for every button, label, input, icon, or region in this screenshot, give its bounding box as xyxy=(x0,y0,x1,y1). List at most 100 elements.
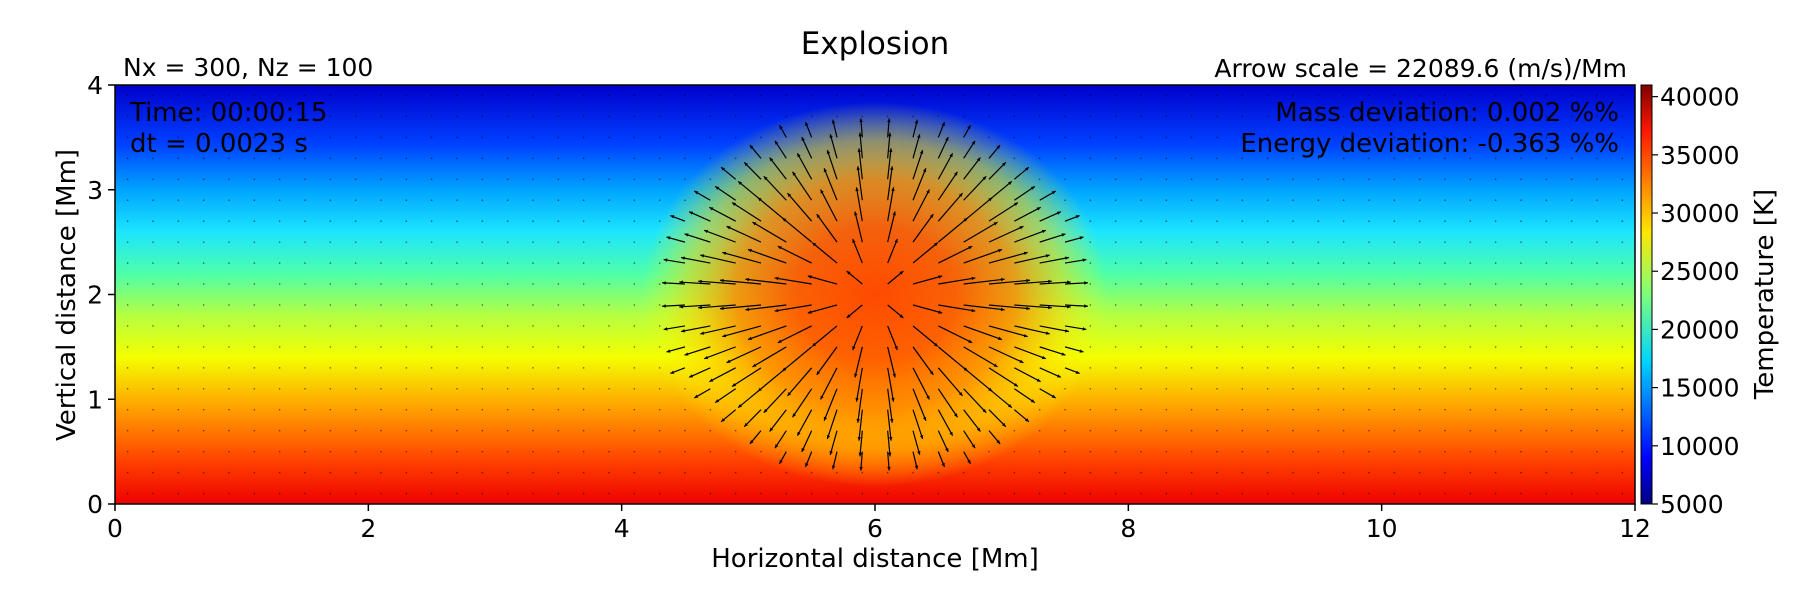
velocity-dot xyxy=(1545,115,1548,118)
velocity-dot xyxy=(253,178,256,181)
velocity-arrow-head xyxy=(1013,383,1018,387)
velocity-dot xyxy=(1241,346,1244,348)
velocity-dot xyxy=(836,471,838,474)
velocity-dot xyxy=(380,429,382,432)
velocity-dot xyxy=(430,115,433,118)
velocity-dot xyxy=(1241,94,1244,97)
velocity-dot xyxy=(1190,408,1193,411)
velocity-dot xyxy=(177,94,180,97)
velocity-dot xyxy=(405,367,408,369)
velocity-dot xyxy=(1494,387,1497,390)
velocity-arrow-head xyxy=(1030,399,1035,403)
velocity-arrow-head xyxy=(852,238,856,243)
velocity-dot xyxy=(228,136,230,139)
velocity-arrow-head xyxy=(779,125,783,130)
velocity-arrow-head xyxy=(757,197,762,202)
velocity-arrow-head xyxy=(738,404,743,408)
velocity-arrow-head xyxy=(929,214,934,219)
velocity-arrow-head xyxy=(829,450,833,455)
velocity-arrow xyxy=(782,217,813,243)
velocity-dot xyxy=(354,325,357,327)
velocity-arrow-head xyxy=(857,148,862,153)
velocity-arrow-head xyxy=(899,271,904,275)
velocity-dot xyxy=(1621,220,1624,222)
velocity-dot xyxy=(1418,262,1421,264)
velocity-arrow xyxy=(792,388,813,418)
velocity-arrow xyxy=(688,367,711,378)
velocity-dot xyxy=(582,450,585,453)
velocity-dot xyxy=(861,471,864,474)
velocity-dot xyxy=(253,325,256,327)
velocity-dot xyxy=(1444,450,1446,453)
velocity-arrow-head xyxy=(1036,207,1041,211)
velocity-dot xyxy=(658,346,661,348)
velocity-arrow xyxy=(938,277,976,285)
velocity-arrow-head xyxy=(816,370,821,375)
velocity-arrow xyxy=(887,148,892,180)
velocity-dot xyxy=(1140,304,1142,306)
velocity-dot xyxy=(1494,115,1497,118)
velocity-dot xyxy=(1114,492,1117,495)
velocity-dot xyxy=(481,115,484,118)
velocity-dot xyxy=(608,262,610,264)
velocity-dot xyxy=(1520,471,1522,474)
velocity-dot xyxy=(734,136,737,139)
velocity-arrow xyxy=(757,367,787,392)
velocity-dot xyxy=(481,346,484,348)
velocity-dot xyxy=(177,199,180,202)
velocity-dot xyxy=(1342,408,1345,411)
velocity-dot xyxy=(557,157,560,160)
velocity-dot xyxy=(937,115,940,118)
velocity-dot xyxy=(1570,199,1573,202)
velocity-arrow-head xyxy=(941,122,945,127)
x-tick-label: 10 xyxy=(1366,514,1398,543)
velocity-dot xyxy=(988,492,990,495)
velocity-dot xyxy=(1216,199,1218,202)
velocity-dot xyxy=(1089,220,1092,222)
velocity-dot xyxy=(734,115,737,118)
velocity-dot xyxy=(1241,220,1244,222)
velocity-dot xyxy=(1418,241,1421,243)
velocity-arrow xyxy=(963,388,987,414)
velocity-arrow xyxy=(679,304,711,308)
velocity-arrow-head xyxy=(779,459,783,464)
velocity-dot xyxy=(506,178,509,181)
velocity-arrow-head xyxy=(689,211,694,215)
velocity-dot xyxy=(1444,94,1446,97)
velocity-dot xyxy=(405,178,408,181)
velocity-dot xyxy=(126,471,129,474)
velocity-dot xyxy=(1064,157,1066,160)
velocity-dot xyxy=(633,429,636,432)
colorbar-gradient xyxy=(1640,84,1653,505)
velocity-dot xyxy=(202,304,205,306)
velocity-dot xyxy=(253,304,256,306)
velocity-dot xyxy=(582,408,585,411)
velocity-dot xyxy=(1292,346,1294,348)
velocity-dot xyxy=(760,450,762,453)
velocity-arrow xyxy=(698,304,736,309)
velocity-dot xyxy=(785,94,788,97)
velocity-dot xyxy=(532,199,534,202)
velocity-dot xyxy=(1418,408,1421,411)
velocity-dot xyxy=(380,387,382,390)
velocity-dot xyxy=(1114,178,1117,181)
velocity-dot xyxy=(405,471,408,474)
velocity-dot xyxy=(126,325,129,327)
velocity-dot xyxy=(1114,346,1117,348)
velocity-arrow xyxy=(854,211,863,243)
velocity-dot xyxy=(456,115,458,118)
velocity-dot xyxy=(1444,325,1446,327)
velocity-dot xyxy=(1292,262,1294,264)
velocity-dot xyxy=(354,220,357,222)
arrow-scale-label: Arrow scale = 22089.6 (m/s)/Mm xyxy=(1214,54,1627,83)
velocity-dot xyxy=(1317,429,1320,432)
velocity-dot xyxy=(126,241,129,243)
velocity-dot xyxy=(633,178,636,181)
velocity-dot xyxy=(481,387,484,390)
velocity-arrow-head xyxy=(1041,355,1046,360)
velocity-dot xyxy=(1393,157,1396,160)
velocity-arrow-head xyxy=(679,280,683,285)
velocity-dot xyxy=(506,136,509,139)
velocity-dot xyxy=(1393,492,1396,495)
velocity-arrow xyxy=(807,275,838,285)
